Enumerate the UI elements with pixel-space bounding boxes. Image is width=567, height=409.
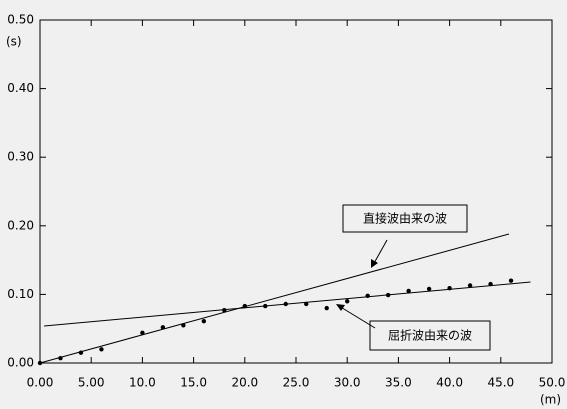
y-axis-label: (s) (6, 35, 22, 49)
data-point (140, 330, 145, 336)
arrow-head (336, 304, 345, 311)
data-point (222, 307, 227, 313)
x-tick-label: 15.0 (180, 376, 207, 390)
y-tick-label: 0.10 (7, 287, 34, 301)
data-point (467, 283, 473, 288)
data-point (508, 278, 514, 283)
data-point (488, 281, 493, 287)
data-point (365, 293, 370, 298)
annotation-box (342, 204, 468, 233)
annotation: 屈折波由来の波 (388, 328, 472, 343)
data-point (99, 347, 104, 352)
x-tick-label: 30.0 (334, 376, 361, 390)
x-tick-label: 5.00 (78, 376, 105, 390)
x-tick-label: 40.0 (436, 376, 463, 390)
data-point (37, 360, 43, 366)
fit-line (39, 233, 510, 364)
data-point (283, 301, 288, 307)
annotation: 直接波由来の波 (363, 211, 447, 226)
x-tick-label: 25.0 (283, 376, 310, 390)
y-tick-label: 0.50 (7, 13, 34, 27)
x-tick-label: 50.0 (539, 376, 566, 390)
data-point (447, 286, 452, 291)
annotation-arrow (372, 239, 388, 266)
x-tick-label: 20.0 (231, 376, 258, 390)
data-point (426, 286, 432, 292)
data-point (406, 288, 411, 294)
y-tick-label: 0.30 (7, 150, 34, 164)
plot-frame (39, 19, 553, 364)
x-axis-label: (m) (540, 393, 561, 407)
data-point (304, 301, 309, 307)
y-tick-label: 0.40 (7, 81, 34, 95)
data-point (181, 323, 186, 328)
data-point (324, 305, 329, 311)
annotation-arrow (338, 305, 376, 329)
data-point (242, 303, 247, 309)
x-tick-label: 10.0 (129, 376, 156, 390)
data-point (345, 299, 350, 304)
y-tick-label: 0.20 (7, 218, 34, 232)
data-point (160, 325, 166, 330)
y-tick-label: 0.00 (7, 356, 34, 370)
arrow-head (371, 259, 378, 268)
x-tick-label: 45.0 (487, 376, 514, 390)
data-point (263, 303, 268, 309)
x-tick-label: 0.00 (27, 376, 54, 390)
data-point (385, 292, 391, 298)
annotation-box (369, 320, 491, 351)
data-point (78, 350, 84, 355)
data-point (58, 355, 63, 361)
x-tick-label: 35.0 (385, 376, 412, 390)
data-point (201, 318, 207, 324)
